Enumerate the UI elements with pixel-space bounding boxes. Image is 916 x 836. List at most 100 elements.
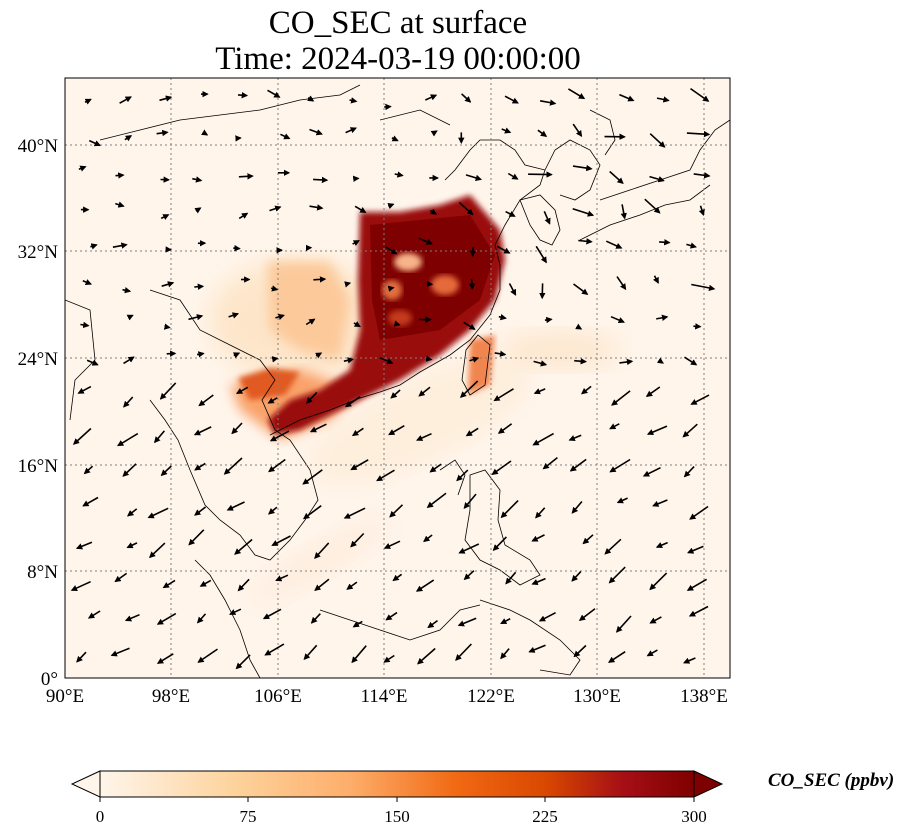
wind-arrow	[314, 578, 330, 592]
wind-arrow	[429, 208, 438, 215]
wind-arrow	[238, 173, 254, 180]
wind-arrow	[649, 133, 666, 148]
wind-arrow	[226, 501, 245, 511]
wind-arrow	[196, 613, 207, 624]
colorbar-tick-0: 0	[96, 807, 105, 826]
wind-arrow	[571, 500, 583, 514]
wind-arrow	[569, 458, 587, 472]
wind-arrow	[573, 283, 589, 295]
lon-tick-114e: 114°E	[361, 686, 408, 707]
wind-arrow	[498, 313, 507, 321]
wind-arrow	[656, 314, 669, 321]
wind-arrow	[385, 246, 398, 255]
wind-arrow	[196, 351, 205, 358]
lat-tick-40n: 40°N	[18, 136, 59, 157]
wind-arrow	[468, 279, 476, 290]
wind-arrow	[387, 203, 395, 210]
wind-arrow	[610, 315, 625, 324]
wind-vectors	[70, 87, 716, 670]
lon-tick-98e: 98°E	[152, 686, 190, 707]
wind-arrow	[271, 285, 279, 292]
wind-arrow	[531, 534, 545, 542]
wind-arrow	[275, 574, 289, 582]
wind-arrow	[572, 164, 593, 172]
wind-arrow	[233, 244, 241, 252]
wind-arrow	[572, 207, 595, 217]
wind-arrow	[458, 201, 474, 216]
wind-arrow	[70, 580, 91, 591]
wind-arrow	[268, 458, 286, 473]
wind-arrow	[457, 617, 477, 627]
wind-arrow	[393, 320, 401, 327]
wind-arrow	[686, 242, 697, 249]
wind-arrow	[310, 613, 321, 624]
wind-arrow	[305, 318, 316, 326]
wind-arrow	[159, 95, 173, 102]
wind-arrow	[201, 129, 209, 136]
wind-arrow	[126, 542, 138, 549]
wind-arrow	[469, 247, 477, 257]
wind-arrow	[267, 89, 281, 98]
wind-arrow	[465, 174, 483, 181]
wind-arrow	[194, 207, 202, 214]
wind-arrow	[353, 321, 361, 328]
wind-arrow	[346, 581, 358, 590]
wind-arrow	[309, 423, 327, 433]
wind-arrow	[615, 615, 632, 633]
wind-arrow	[119, 96, 132, 104]
wind-arrow	[573, 644, 587, 658]
wind-arrow	[302, 505, 322, 520]
wind-arrow	[537, 129, 548, 137]
wind-arrow	[544, 316, 553, 324]
wind-arrow	[504, 95, 519, 104]
wind-arrow	[350, 459, 369, 471]
map-title: CO_SEC at surface	[268, 5, 528, 41]
wind-arrow	[123, 356, 135, 365]
wind-arrow	[194, 506, 207, 516]
wind-arrow	[379, 357, 394, 365]
wind-arrow	[264, 643, 285, 656]
wind-arrow	[77, 385, 92, 394]
wind-arrow	[687, 545, 704, 554]
wind-arrow	[609, 423, 620, 430]
wind-arrow	[608, 651, 626, 663]
wind-arrow	[491, 460, 512, 475]
wind-arrow	[532, 432, 554, 446]
wind-arrow	[568, 434, 582, 442]
wind-arrow	[496, 245, 511, 254]
wind-arrow	[501, 127, 512, 134]
wind-arrow	[280, 133, 291, 140]
wind-arrow	[693, 172, 711, 179]
wind-arrow	[619, 358, 634, 366]
colorbar-extend-min	[70, 770, 101, 798]
wind-arrow	[698, 205, 705, 217]
wind-arrow	[388, 425, 405, 436]
wind-arrow	[271, 535, 291, 547]
wind-arrow	[616, 497, 628, 504]
wind-arrow	[383, 540, 401, 549]
wind-arrow	[458, 543, 480, 554]
wind-arrow	[194, 283, 205, 290]
lat-tick-0: 0°	[41, 669, 58, 690]
wind-arrow	[655, 541, 668, 549]
wind-arrow	[231, 422, 243, 435]
wind-arrow	[383, 654, 395, 663]
lon-tick-106e: 106°E	[254, 686, 302, 707]
wind-arrow	[656, 357, 664, 364]
wind-arrow	[114, 572, 128, 583]
wind-arrow	[535, 507, 546, 519]
wind-arrow	[430, 130, 438, 137]
wind-arrow	[689, 505, 709, 520]
wind-arrow	[686, 578, 708, 591]
wind-arrow	[461, 93, 472, 103]
wind-arrow	[646, 425, 668, 436]
wind-arrow	[392, 573, 403, 582]
wind-arrow	[82, 279, 92, 286]
wind-arrow	[349, 97, 358, 104]
wind-arrow	[578, 238, 593, 245]
wind-arrow	[275, 313, 285, 320]
wind-arrow	[188, 529, 205, 546]
wind-arrow	[572, 123, 583, 138]
wind-arrow	[465, 427, 479, 437]
